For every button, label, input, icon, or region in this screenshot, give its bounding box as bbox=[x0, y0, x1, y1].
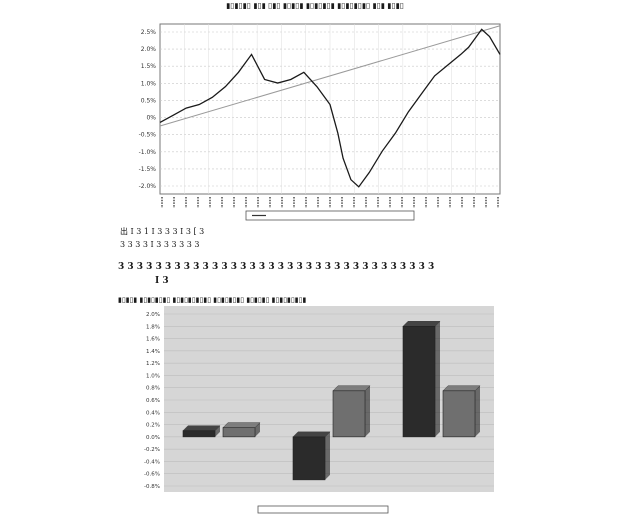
body-line-1: 出 I 3 1 I 3 3 3 I 3 [ 3 bbox=[120, 227, 205, 236]
bar-side-face bbox=[435, 321, 440, 437]
bar-chart-y-tick: 1.0% bbox=[146, 373, 160, 379]
bar-chart-y-tick: 0.2% bbox=[146, 423, 160, 429]
line-chart-y-tick: 2.0% bbox=[141, 46, 157, 53]
line-chart-y-tick: 2.5% bbox=[141, 29, 157, 36]
bar-side-face bbox=[475, 385, 480, 437]
bar-chart-legend bbox=[257, 505, 389, 514]
figure2-caption: ▮▯▮▯▮ ▮▯▮▯▮▯▮▯ ▮▯▮▯▮▯▮▯▮▯ ▮▯▮▯▮▯▮▯ ▮▯▮▯▮… bbox=[118, 296, 307, 304]
bar-chart-y-tick: -0.2% bbox=[144, 447, 160, 453]
bar-chart-y-tick: 1.6% bbox=[146, 337, 160, 343]
figure1-caption: ▮▯▮▯▮▯ ▮▯▮ ▯▮▯ ▮▯▮▯▮ ▮▯▮▯▮▯▮ ▮▯▮▯▮▯▮▯ ▮▯… bbox=[226, 1, 404, 10]
bar-side-face bbox=[325, 431, 330, 480]
section-heading: 3 3 3 3 3 3 3 3 3 3 3 3 3 3 3 3 3 3 3 3 … bbox=[118, 262, 435, 272]
section-heading-continued: I 3 bbox=[155, 276, 169, 286]
bar-chart-y-tick: 0.4% bbox=[146, 410, 160, 416]
bar bbox=[402, 325, 436, 438]
bar-top-face bbox=[402, 321, 441, 327]
bar-top-face bbox=[222, 422, 261, 428]
bar-chart-y-tick: -0.6% bbox=[144, 472, 160, 478]
line-chart-y-tick: -0.5% bbox=[139, 132, 157, 139]
bar bbox=[292, 436, 326, 481]
line-chart-legend bbox=[245, 210, 415, 221]
line-chart-y-tick: -1.0% bbox=[139, 149, 157, 156]
bar bbox=[222, 427, 256, 438]
bar-chart-y-tick: 1.8% bbox=[146, 324, 160, 330]
bar bbox=[182, 430, 216, 438]
bar-top-face bbox=[332, 385, 371, 392]
series-line bbox=[159, 28, 501, 188]
line-chart-y-tick: -2.0% bbox=[139, 183, 157, 190]
line-chart-y-tick: 0.5% bbox=[141, 97, 157, 104]
bar-chart: 2.0% 1.8% 1.6% 1.4% 1.2% 1.0% 0.8% 0.6% 0.4% 0.2%… bbox=[144, 306, 494, 514]
bar-side-face bbox=[365, 385, 370, 437]
bar-chart-y-tick: 0.8% bbox=[146, 386, 160, 392]
line-chart: 2.5% 2.0% 1.5% 1.0% 0.5% 0% -0.5% -1.0% -1.5% -2.… bbox=[139, 23, 501, 221]
bar-chart-y-tick: 0.6% bbox=[146, 398, 160, 404]
bar-top-face bbox=[182, 425, 221, 431]
body-line-2: 3 3 3 3 I 3 3 3 3 3 3 bbox=[120, 240, 200, 249]
line-chart-y-tick: 1.0% bbox=[141, 80, 157, 87]
bar-chart-y-tick: -0.4% bbox=[144, 459, 160, 465]
bar-side-face bbox=[255, 422, 260, 437]
bar-chart-y-tick: 0.0% bbox=[146, 435, 160, 441]
bar-chart-y-tick: 1.4% bbox=[146, 349, 160, 355]
bar bbox=[332, 390, 366, 438]
trend-line bbox=[159, 25, 501, 127]
bar-top-face bbox=[442, 385, 481, 392]
bar-side-face bbox=[215, 425, 220, 437]
line-chart-y-tick: 1.5% bbox=[141, 63, 157, 70]
bar-chart-y-tick: -0.8% bbox=[144, 484, 160, 490]
bar-chart-y-tick: 2.0% bbox=[146, 312, 160, 318]
bar bbox=[442, 390, 476, 438]
line-chart-y-tick: 0% bbox=[146, 115, 156, 122]
line-chart-y-tick: -1.5% bbox=[139, 166, 157, 173]
bar-top-face bbox=[292, 431, 331, 438]
bar-chart-y-tick: 1.2% bbox=[146, 361, 160, 367]
